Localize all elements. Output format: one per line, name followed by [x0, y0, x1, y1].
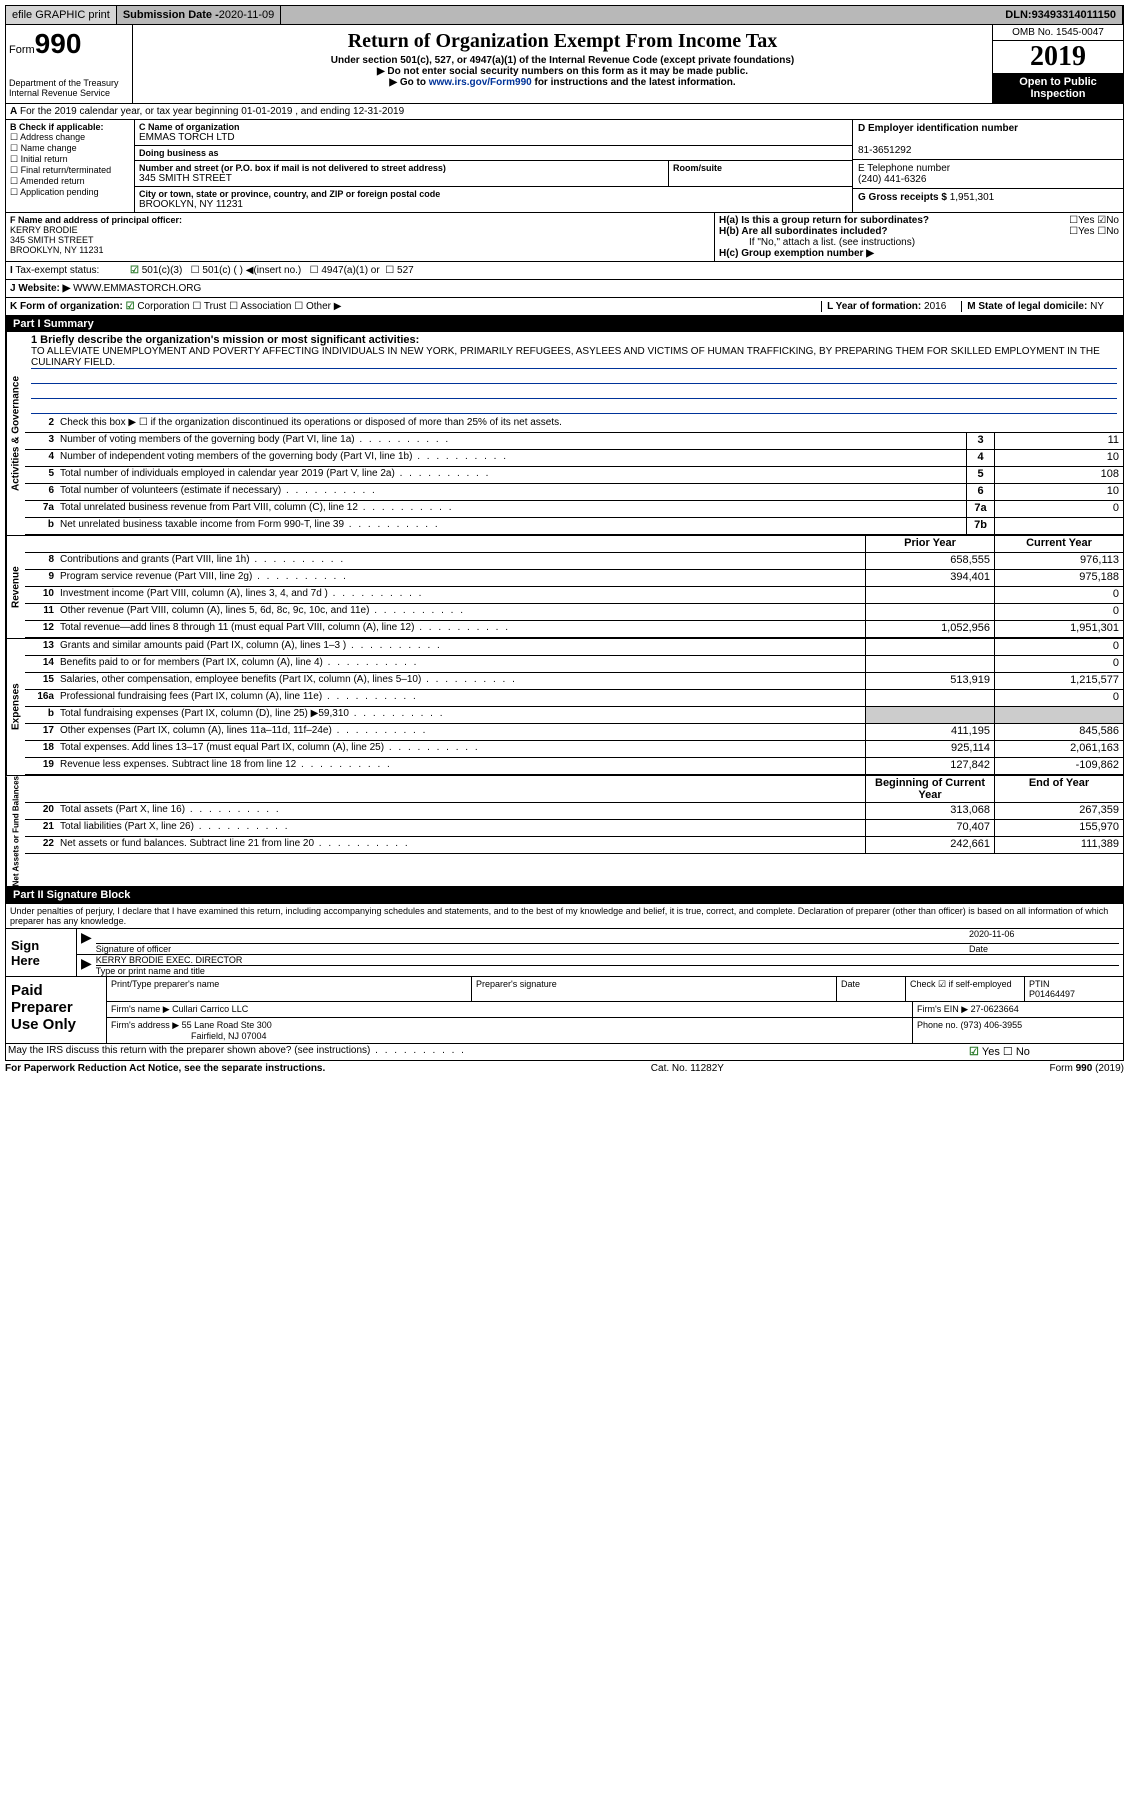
block-b-c-d: B Check if applicable: Address change Na…	[5, 120, 1124, 213]
row-i-tax-status: I Tax-exempt status: 501(c)(3) ☐ 501(c) …	[5, 262, 1124, 280]
top-bar: efile GRAPHIC print Submission Date - 20…	[5, 5, 1124, 25]
sign-here-label: Sign Here	[6, 929, 77, 976]
irs-link[interactable]: www.irs.gov/Form990	[429, 77, 532, 88]
perjury-declaration: Under penalties of perjury, I declare th…	[6, 904, 1123, 928]
open-to-public: Open to Public Inspection	[993, 73, 1123, 103]
chk-initial-return[interactable]: Initial return	[10, 154, 130, 165]
room-suite: Room/suite	[668, 161, 852, 186]
row-j-website: J Website: ▶ WWW.EMMASTORCH.ORG	[5, 280, 1124, 298]
summary-line: 5Total number of individuals employed in…	[25, 467, 1123, 484]
subtitle-1: Under section 501(c), 527, or 4947(a)(1)…	[136, 55, 989, 66]
chk-amended-return[interactable]: Amended return	[10, 176, 130, 187]
section-d-ein: D Employer identification number 81-3651…	[853, 120, 1123, 160]
preparer-date: Date	[837, 977, 906, 1001]
summary-line: 6Total number of volunteers (estimate if…	[25, 484, 1123, 501]
col-headers-rev: Prior Year Current Year	[25, 536, 1123, 553]
chk-address-change[interactable]: Address change	[10, 132, 130, 143]
vert-activities: Activities & Governance	[6, 332, 25, 535]
part-1-header: Part I Summary	[5, 316, 1124, 332]
signature-block: Under penalties of perjury, I declare th…	[5, 903, 1124, 1061]
part-2-header: Part II Signature Block	[5, 887, 1124, 903]
section-b-checkboxes: B Check if applicable: Address change Na…	[6, 120, 135, 212]
line-1-mission: 1 Briefly describe the organization's mi…	[25, 332, 1123, 416]
form-number: Form990	[9, 28, 129, 60]
form-title: Return of Organization Exempt From Incom…	[136, 30, 989, 53]
summary-line: bTotal fundraising expenses (Part IX, co…	[25, 707, 1123, 724]
arrow-icon	[81, 955, 96, 976]
officer-signature[interactable]: Signature of officer	[96, 929, 969, 954]
page-footer: For Paperwork Reduction Act Notice, see …	[5, 1061, 1124, 1076]
summary-line: 13Grants and similar amounts paid (Part …	[25, 639, 1123, 656]
summary-line: 14Benefits paid to or for members (Part …	[25, 656, 1123, 673]
signature-date: 2020-11-06Date	[969, 929, 1119, 954]
summary-line: 7aTotal unrelated business revenue from …	[25, 501, 1123, 518]
summary-line: 4Number of independent voting members of…	[25, 450, 1123, 467]
row-a-tax-year: A For the 2019 calendar year, or tax yea…	[5, 104, 1124, 120]
section-f-officer: F Name and address of principal officer:…	[6, 213, 714, 261]
section-h: H(a) Is this a group return for subordin…	[714, 213, 1123, 261]
vert-expenses: Expenses	[6, 639, 25, 775]
summary-line: 16aProfessional fundraising fees (Part I…	[25, 690, 1123, 707]
chk-name-change[interactable]: Name change	[10, 143, 130, 154]
dln: DLN: 93493314011150	[999, 6, 1123, 24]
summary-line: 15Salaries, other compensation, employee…	[25, 673, 1123, 690]
omb-number: OMB No. 1545-0047	[993, 25, 1123, 41]
chk-501c3[interactable]: 501(c)(3)	[130, 265, 182, 276]
summary-line: 17Other expenses (Part IX, column (A), l…	[25, 724, 1123, 741]
summary-line: 8Contributions and grants (Part VIII, li…	[25, 553, 1123, 570]
form-header: Form990 Department of the Treasury Inter…	[5, 25, 1124, 104]
paid-preparer-label: Paid Preparer Use Only	[6, 977, 107, 1043]
part-1-summary: Activities & Governance 1 Briefly descri…	[5, 332, 1124, 887]
efile-print-button[interactable]: efile GRAPHIC print	[6, 6, 117, 24]
summary-line: 3Number of voting members of the governi…	[25, 433, 1123, 450]
firm-name: Firm's name ▶ Cullari Carrico LLC	[107, 1002, 913, 1017]
summary-line: 12Total revenue—add lines 8 through 11 (…	[25, 621, 1123, 638]
firm-address: Firm's address ▶ 55 Lane Road Ste 300Fai…	[107, 1018, 913, 1043]
chk-final-return[interactable]: Final return/terminated	[10, 165, 130, 176]
ptin: PTINP01464497	[1025, 977, 1123, 1001]
summary-line: 18Total expenses. Add lines 13–17 (must …	[25, 741, 1123, 758]
arrow-icon	[81, 929, 96, 954]
row-k: K Form of organization: Corporation ☐ Tr…	[5, 298, 1124, 316]
summary-line: 19Revenue less expenses. Subtract line 1…	[25, 758, 1123, 775]
vert-revenue: Revenue	[6, 536, 25, 638]
submission-date: Submission Date - 2020-11-09	[117, 6, 281, 24]
subtitle-2: Do not enter social security numbers on …	[136, 66, 989, 77]
preparer-signature: Preparer's signature	[472, 977, 837, 1001]
summary-line: 10Investment income (Part VIII, column (…	[25, 587, 1123, 604]
line-2: 2Check this box ▶ ☐ if the organization …	[25, 416, 1123, 433]
section-g-gross: G Gross receipts $ 1,951,301	[853, 189, 1123, 206]
summary-line: 22Net assets or fund balances. Subtract …	[25, 837, 1123, 854]
officer-name-title: KERRY BRODIE EXEC. DIRECTORType or print…	[96, 955, 1119, 976]
block-f-h: F Name and address of principal officer:…	[5, 213, 1124, 262]
summary-line: 21Total liabilities (Part X, line 26)70,…	[25, 820, 1123, 837]
city-state-zip: City or town, state or province, country…	[135, 187, 852, 212]
firm-ein: Firm's EIN ▶ 27-0623664	[913, 1002, 1123, 1017]
vert-netassets: Net Assets or Fund Balances	[6, 776, 25, 886]
preparer-name: Print/Type preparer's name	[107, 977, 472, 1001]
subtitle-3: Go to www.irs.gov/Form990 for instructio…	[136, 77, 989, 88]
summary-line: 20Total assets (Part X, line 16)313,0682…	[25, 803, 1123, 820]
dba: Doing business as	[135, 146, 852, 160]
chk-application-pending[interactable]: Application pending	[10, 187, 130, 198]
org-name: C Name of organization EMMAS TORCH LTD	[135, 120, 852, 145]
summary-line: 9Program service revenue (Part VIII, lin…	[25, 570, 1123, 587]
discuss-with-preparer: May the IRS discuss this return with the…	[6, 1043, 1123, 1060]
self-employed-check[interactable]: Check ☑ if self-employed	[906, 977, 1025, 1001]
col-headers-net: Beginning of Current Year End of Year	[25, 776, 1123, 803]
summary-line: 11Other revenue (Part VIII, column (A), …	[25, 604, 1123, 621]
street-address: Number and street (or P.O. box if mail i…	[135, 161, 668, 186]
summary-line: bNet unrelated business taxable income f…	[25, 518, 1123, 535]
department: Department of the Treasury Internal Reve…	[9, 78, 129, 98]
firm-phone: Phone no. (973) 406-3955	[913, 1018, 1123, 1043]
tax-year: 2019	[993, 41, 1123, 73]
section-e-phone: E Telephone number (240) 441-6326	[853, 160, 1123, 189]
